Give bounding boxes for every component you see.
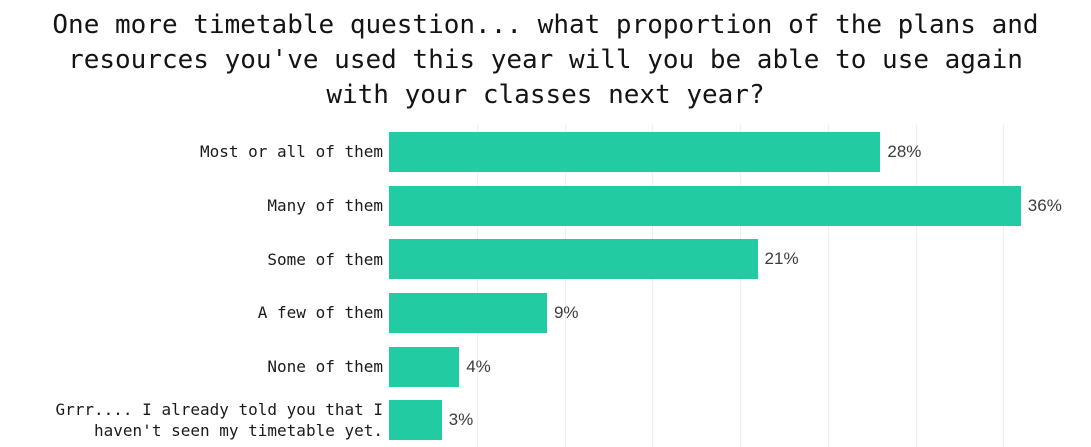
chart-title-line-1: One more timetable question... what prop…	[52, 10, 1039, 40]
bar-track: 3%	[389, 393, 1091, 447]
category-label: Many of them	[267, 196, 383, 215]
bar-track: 36%	[389, 179, 1091, 233]
value-label: 9%	[553, 302, 579, 322]
category-label: None of them	[267, 357, 383, 377]
bar-row: None of them 4%	[0, 340, 1091, 394]
bar	[389, 292, 547, 333]
value-label: 21%	[764, 249, 799, 269]
gridline	[652, 125, 654, 447]
gridline	[1003, 125, 1005, 447]
bar-row: Grrr.... I already told you that I haven…	[0, 393, 1091, 447]
gridline	[564, 125, 566, 447]
gridline	[740, 125, 741, 447]
value-label: 36%	[1027, 195, 1062, 215]
bar	[389, 239, 758, 280]
bar-track: 4%	[389, 340, 1091, 394]
bar-row: Most or all of them 28%	[0, 125, 1091, 179]
chart-area: Most or all of them 28% Many of them 36% Som…	[0, 125, 1091, 447]
bar	[389, 400, 442, 441]
category-label: Grrr.... I already told you that I haven…	[55, 400, 383, 441]
bar-track: 28%	[389, 125, 1091, 179]
bar-track: 9%	[389, 286, 1091, 340]
bar-rows: Most or all of them 28% Many of them 36% Som…	[0, 125, 1091, 447]
gridline	[915, 125, 917, 447]
bar-row: Many of them 36%	[0, 179, 1091, 233]
category-label: Most or all of them	[199, 142, 383, 162]
value-label: 3%	[448, 410, 474, 430]
bar	[389, 346, 460, 387]
category-label: Some of them	[267, 249, 383, 269]
chart-title-line-3: with your classes next year?	[326, 80, 765, 110]
bar-row: Some of them 21%	[0, 232, 1091, 286]
gridlines	[389, 125, 1091, 447]
value-label: 4%	[466, 356, 491, 376]
bar-track: 21%	[389, 232, 1091, 286]
gridline	[827, 125, 829, 447]
bar	[389, 131, 881, 172]
bar-row: A few of them 9%	[0, 286, 1091, 340]
value-label: 28%	[887, 141, 922, 161]
bar	[389, 185, 1021, 226]
gridline	[476, 125, 478, 447]
chart-title: One more timetable question... what prop…	[0, 8, 1091, 113]
category-label: A few of them	[257, 303, 383, 323]
chart-title-line-2: resources you've used this year will you…	[68, 45, 1023, 75]
